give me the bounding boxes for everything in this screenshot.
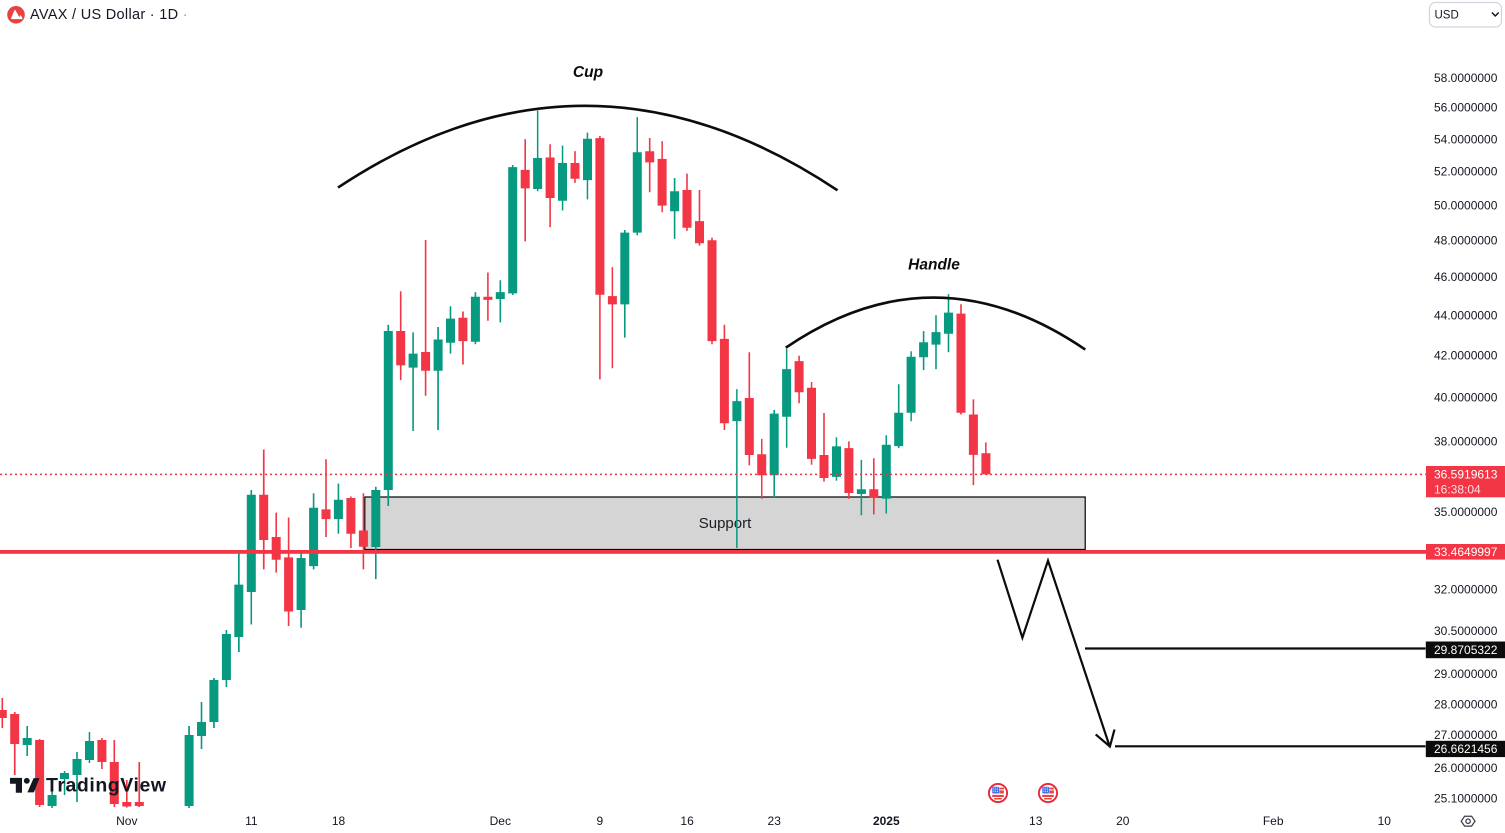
svg-text:13: 13 [1029,814,1043,828]
svg-text:50.0000000: 50.0000000 [1434,199,1498,213]
svg-text:11: 11 [245,814,258,828]
svg-text:40.0000000: 40.0000000 [1434,391,1498,405]
svg-text:56.0000000: 56.0000000 [1434,101,1498,115]
svg-text:Cup: Cup [573,64,603,81]
svg-text:Handle: Handle [908,257,960,274]
svg-text:36.5919613: 36.5919613 [1434,468,1498,482]
svg-text:AVAX / US Dollar · 1D ·: AVAX / US Dollar · 1D · [30,7,188,23]
svg-text:USD: USD [1435,9,1459,21]
svg-text:20: 20 [1116,814,1130,828]
svg-text:16: 16 [680,814,694,828]
svg-text:Feb: Feb [1263,814,1284,828]
svg-text:25.1000000: 25.1000000 [1434,791,1498,805]
svg-text:32.0000000: 32.0000000 [1434,583,1498,597]
svg-text:27.0000000: 27.0000000 [1434,728,1498,742]
svg-text:Nov: Nov [116,814,137,828]
svg-text:52.0000000: 52.0000000 [1434,165,1498,179]
svg-text:29.0000000: 29.0000000 [1434,667,1498,681]
svg-text:29.8705322: 29.8705322 [1434,643,1498,657]
svg-text:44.0000000: 44.0000000 [1434,309,1498,323]
svg-text:54.0000000: 54.0000000 [1434,133,1498,147]
svg-text:16:38:04: 16:38:04 [1434,482,1481,496]
svg-text:38.0000000: 38.0000000 [1434,435,1498,449]
svg-text:28.0000000: 28.0000000 [1434,698,1498,712]
svg-text:10: 10 [1378,814,1392,828]
svg-text:48.0000000: 48.0000000 [1434,234,1498,248]
svg-text:9: 9 [597,814,604,828]
svg-text:33.4649997: 33.4649997 [1434,545,1498,559]
svg-text:46.0000000: 46.0000000 [1434,270,1498,284]
svg-text:42.0000000: 42.0000000 [1434,349,1498,363]
svg-text:23: 23 [768,814,782,828]
svg-text:58.0000000: 58.0000000 [1434,71,1498,85]
svg-text:30.5000000: 30.5000000 [1434,624,1498,638]
svg-text:26.0000000: 26.0000000 [1434,761,1498,775]
svg-text:Support: Support [699,515,752,532]
svg-text:35.0000000: 35.0000000 [1434,505,1498,519]
svg-text:Dec: Dec [490,814,511,828]
svg-text:TradingView: TradingView [46,775,167,797]
svg-text:26.6621456: 26.6621456 [1434,742,1498,756]
svg-text:2025: 2025 [873,814,900,828]
svg-text:18: 18 [332,814,346,828]
